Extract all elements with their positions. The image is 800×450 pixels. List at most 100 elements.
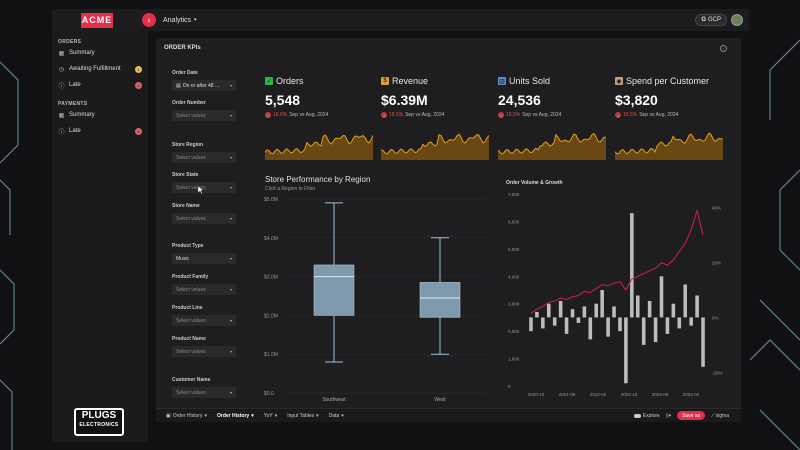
sigma-label: sigma (715, 412, 729, 419)
filter-store-state: Store State Select values ▾ (172, 172, 236, 193)
filter-label: Product Name (172, 336, 206, 342)
save-as-button[interactable]: Save as (677, 411, 706, 420)
growth-bar (588, 317, 593, 340)
filter-select[interactable]: Music ▾ (172, 253, 236, 264)
chevron-down-icon: ▾ (229, 390, 232, 395)
boxplot-title: Store Performance by Region (265, 175, 371, 184)
volume-line (530, 208, 704, 314)
growth-bar (653, 317, 658, 343)
kpi-card-units-sold[interactable]: ▥ Units Sold 24,536 ↓ 18.5% Sep vs Aug, 2024 (498, 76, 610, 118)
filter-value: Select values (176, 348, 206, 355)
sidebar-item-awaiting-fulfillment[interactable]: ◷ Awaiting Fulfillment 1 (52, 61, 148, 77)
app-menu[interactable]: Analytics ▾ (163, 17, 197, 24)
growth-bar (647, 300, 652, 318)
y-tick-label: $3.0M (264, 275, 278, 281)
kpi-title: ✓ Orders (265, 76, 377, 86)
sidebar-item-label: Summary (69, 112, 95, 118)
x-tick-label: 2022-10 (621, 392, 638, 397)
explore-toggle[interactable]: Explore (633, 412, 660, 419)
filter-select[interactable]: Select values ▾ (172, 110, 236, 121)
filter-select[interactable]: Select values ▾ (172, 152, 236, 163)
tab-data[interactable]: Data ▾ (329, 413, 344, 419)
sidebar-item-late[interactable]: ⓘ Late 2 (52, 77, 148, 93)
tab-order-history[interactable]: Order History ▾ (217, 413, 254, 419)
kpi-card-revenue[interactable]: $ Revenue $6.39M ↓ 18.5% Sep vs Aug, 2024 (381, 76, 493, 118)
growth-bar (677, 317, 682, 329)
growth-bar (701, 317, 705, 367)
kpi-card-orders[interactable]: ✓ Orders 5,548 ↓ 18.6% Sep vs Aug, 2024 (265, 76, 377, 118)
back-button[interactable]: ‹ (142, 13, 156, 27)
filter-value: Select values (176, 317, 206, 324)
kpi-delta-pct: 18.5% (506, 112, 521, 118)
sidebar: ORDERS ▦ Summary ◷ Awaiting Fulfillment 1 ⓘ La… (52, 31, 148, 442)
y-tick-label-left: 3,000 (508, 302, 520, 307)
page-title: ORDER KPIs (164, 45, 201, 51)
sidebar-section-orders: ORDERS (58, 39, 82, 45)
box-west[interactable] (419, 237, 461, 355)
filter-select[interactable]: Select values ▾ (172, 284, 236, 295)
chevron-left-icon: ‹ (147, 15, 151, 25)
calendar-icon: ▤ (176, 82, 181, 89)
filter-label: Order Date (172, 70, 198, 76)
orders-nav: ▦ Summary ◷ Awaiting Fulfillment 1 ⓘ Late 2 (52, 45, 148, 93)
growth-bar (582, 306, 587, 318)
chevron-down-icon: ▾ (194, 17, 197, 23)
growth-bar (594, 303, 599, 318)
growth-bar (635, 295, 640, 318)
growth-bar (671, 303, 676, 318)
filter-store-region: Store Region Select values ▾ (172, 142, 236, 163)
growth-bar (659, 276, 664, 318)
filter-select[interactable]: Select values ▾ (172, 346, 236, 357)
sidebar-item-summary[interactable]: ▦ Summary (52, 107, 148, 123)
filter-store-name: Store Name Select values ▾ (172, 203, 236, 224)
filter-label: Store Region (172, 142, 204, 148)
info-icon[interactable]: i (720, 45, 727, 52)
order-volume-chart[interactable]: 0 1,000 2,000 3,000 4,000 5,000 6,000 7,000 -20%… (506, 186, 731, 398)
sigma-logo: ⟋ sigma (711, 413, 729, 419)
chevron-down-icon: ▾ (229, 83, 232, 88)
chevron-down-icon: ▾ (316, 412, 319, 419)
bookmark-icon[interactable]: ▯▾ (665, 412, 672, 419)
tab-input-tables[interactable]: Input Tables ▾ (287, 413, 318, 419)
filter-select[interactable]: Select values ▾ (172, 213, 236, 224)
sidebar-item-late[interactable]: ⓘ Late 4 (52, 123, 148, 139)
cloud-connection-chip[interactable]: G GCP (695, 14, 727, 26)
chevron-down-icon: ▾ (229, 216, 232, 221)
y-tick-label-left: 2,000 (508, 329, 520, 334)
filter-product-type: Product Type Music ▾ (172, 243, 236, 264)
kpi-title: ▥ Units Sold (498, 76, 610, 86)
x-tick-label: 2023-06 (652, 392, 669, 397)
filter-value: Select values (176, 184, 206, 191)
filter-select[interactable]: Select values ▾ (172, 182, 236, 193)
kpi-title: $ Revenue (381, 76, 493, 86)
chevron-down-icon: ▾ (204, 412, 207, 419)
boxplot-subtitle: Click a Region to Filter (265, 186, 316, 192)
kpi-delta: ↓ 18.5% Sep vs Aug, 2024 (498, 112, 610, 118)
kpi-compare: Sep vs Aug, 2024 (639, 112, 679, 118)
filter-select[interactable]: Select values ▾ (172, 315, 236, 326)
tab-order-history[interactable]: ▣ Order History ▾ (166, 413, 207, 419)
y-tick-label: $4.0M (264, 236, 278, 242)
store-performance-boxplot[interactable]: $0.0 $1.0M $2.0M $3.0M $4.0M $5.0M Southwest We… (252, 193, 492, 403)
filter-select[interactable]: Select values ▾ (172, 387, 236, 398)
app-logo[interactable]: ACME (81, 12, 113, 28)
kpi-compare: Sep vs Aug, 2024 (405, 112, 445, 118)
kpi-value: 24,536 (498, 92, 541, 108)
sidebar-item-summary[interactable]: ▦ Summary (52, 45, 148, 61)
avatar[interactable] (731, 14, 743, 26)
filter-order-date: Order Date ▤ On or after 48 ... ▾ (172, 70, 236, 91)
sidebar-item-label: Late (69, 82, 81, 88)
alert-icon: ⓘ (58, 129, 65, 136)
alert-icon: ⓘ (58, 83, 65, 90)
jar-icon: ◉ (615, 77, 623, 85)
kpi-card-spend-per-customer[interactable]: ◉ Spend per Customer $3,820 ↓ 16.5% Sep vs Au… (615, 76, 727, 118)
explore-label: Explore (642, 412, 660, 419)
y-tick-label-left: 4,000 (508, 274, 520, 279)
sidebar-section-payments: PAYMENTS (58, 101, 88, 107)
tab-yoy[interactable]: YoY ▾ (264, 413, 278, 419)
kpi-delta: ↓ 18.5% Sep vs Aug, 2024 (381, 112, 493, 118)
filter-label: Product Family (172, 274, 209, 280)
y-tick-label-left: 7,000 (508, 192, 520, 197)
box-southwest[interactable] (313, 202, 355, 363)
filter-select[interactable]: ▤ On or after 48 ... ▾ (172, 80, 236, 91)
